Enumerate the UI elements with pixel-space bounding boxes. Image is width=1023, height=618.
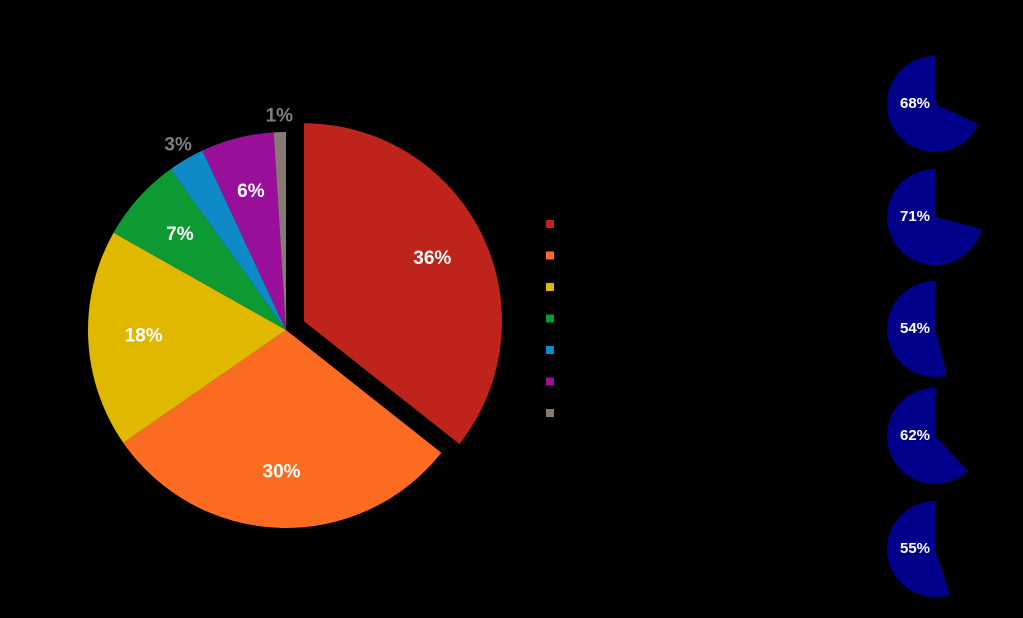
pie-slice (88, 232, 286, 443)
pie-slice (887, 169, 982, 266)
pie-slice (887, 501, 950, 597)
legend-swatch (546, 251, 554, 260)
data-label: 36% (413, 248, 451, 269)
pie-slice (304, 123, 503, 445)
data-label: 18% (125, 326, 163, 347)
legend-swatch (546, 377, 554, 386)
pie-slice (887, 388, 968, 484)
pie-slice (887, 56, 979, 153)
data-label: 7% (166, 224, 194, 245)
legend-swatch (546, 283, 554, 291)
data-label: 54% (900, 320, 930, 337)
legend-swatch (546, 346, 554, 354)
data-label: 68% (900, 95, 930, 112)
data-label: 6% (237, 181, 265, 202)
data-label: 71% (900, 208, 930, 225)
legend-swatch (546, 409, 554, 417)
data-label: 30% (263, 462, 301, 483)
pie-slice (886, 280, 947, 378)
legend-swatch (546, 314, 554, 323)
legend-swatch (546, 220, 554, 228)
data-label: 55% (900, 540, 930, 557)
pie-slice (123, 330, 442, 528)
data-label: 3% (164, 134, 192, 155)
pie-slice (273, 132, 286, 330)
pie-slice (170, 150, 286, 330)
data-label: 1% (266, 105, 294, 126)
data-label: 62% (900, 427, 930, 444)
pie-slice (202, 132, 286, 330)
pie-slice (113, 169, 287, 330)
